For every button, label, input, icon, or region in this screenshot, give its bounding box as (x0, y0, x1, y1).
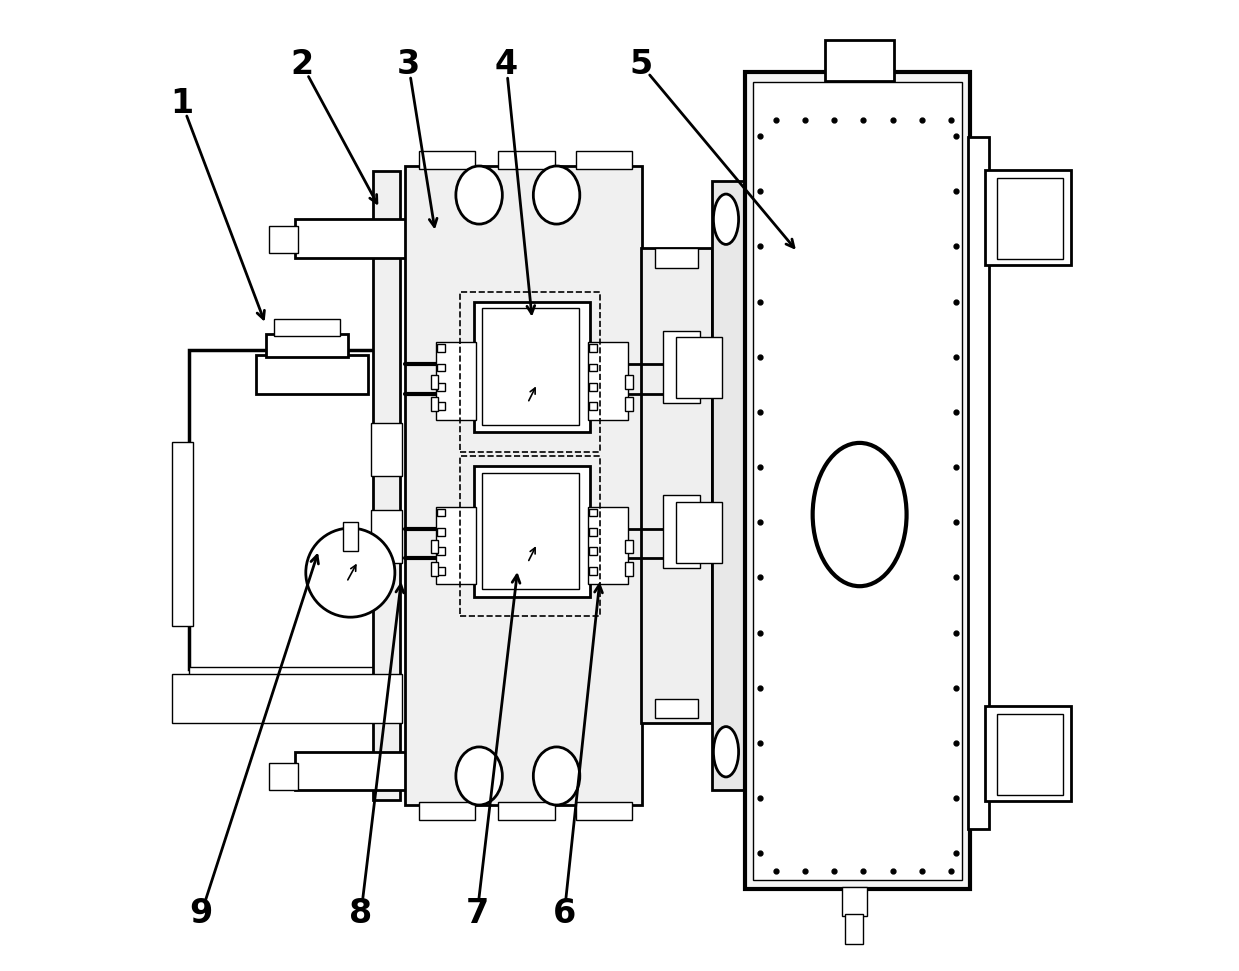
Bar (576, 151, 632, 169)
Bar (590, 383, 597, 390)
Bar (498, 802, 555, 820)
Bar (482, 309, 579, 424)
Bar (256, 354, 368, 393)
Bar (437, 402, 445, 410)
Bar (370, 422, 401, 476)
Bar (405, 166, 642, 805)
Bar (269, 226, 299, 253)
Ellipse shape (533, 166, 580, 224)
Bar (626, 397, 633, 411)
Text: 8: 8 (349, 897, 373, 930)
Bar (269, 763, 299, 790)
Bar (274, 318, 339, 336)
Bar (985, 170, 1070, 265)
Bar (590, 548, 597, 555)
Bar (437, 567, 445, 575)
Text: 7: 7 (466, 897, 489, 930)
Bar (475, 466, 591, 597)
Bar (675, 337, 722, 398)
Bar (437, 528, 445, 536)
Bar (419, 802, 476, 820)
Ellipse shape (456, 747, 502, 805)
Bar (475, 302, 591, 432)
Bar (712, 181, 746, 790)
Circle shape (306, 528, 395, 618)
Bar (482, 473, 579, 589)
Text: 6: 6 (553, 897, 576, 930)
Bar (437, 363, 445, 371)
Bar (172, 442, 193, 626)
Bar (437, 344, 445, 352)
Bar (587, 342, 628, 419)
Text: 3: 3 (396, 48, 420, 81)
Bar (576, 802, 632, 820)
Bar (431, 397, 439, 411)
Bar (460, 292, 600, 452)
Bar (590, 344, 597, 352)
Bar (452, 226, 481, 253)
Bar (587, 507, 628, 585)
Bar (437, 509, 445, 517)
Bar (373, 171, 400, 800)
Text: 2: 2 (290, 48, 313, 81)
Bar (843, 887, 867, 917)
Text: 5: 5 (629, 48, 653, 81)
Bar (295, 752, 455, 790)
Bar (188, 666, 378, 684)
Bar (460, 456, 600, 617)
Bar (590, 567, 597, 575)
Ellipse shape (533, 747, 580, 805)
Bar (663, 495, 700, 568)
Bar (663, 330, 700, 403)
Bar (997, 714, 1063, 795)
Text: 9: 9 (190, 897, 213, 930)
Bar (590, 402, 597, 410)
Bar (370, 510, 401, 563)
Text: 4: 4 (494, 48, 518, 81)
Bar (590, 363, 597, 371)
Bar (655, 249, 698, 268)
Ellipse shape (456, 166, 502, 224)
Bar (431, 540, 439, 553)
Bar (437, 548, 445, 555)
Bar (343, 522, 358, 552)
Bar (997, 178, 1063, 259)
Bar (590, 528, 597, 536)
Bar (590, 509, 597, 517)
Bar (436, 507, 476, 585)
Bar (452, 763, 481, 790)
Bar (641, 249, 712, 722)
Bar (626, 375, 633, 388)
Bar (437, 383, 445, 390)
Ellipse shape (714, 194, 738, 245)
Bar (675, 502, 722, 563)
Bar (419, 151, 476, 169)
Bar (655, 698, 698, 718)
Bar (266, 334, 348, 356)
Ellipse shape (714, 726, 738, 777)
Bar (431, 375, 439, 388)
Bar (295, 219, 455, 258)
Bar (968, 137, 990, 829)
Bar (626, 540, 633, 553)
Bar (746, 72, 970, 889)
Ellipse shape (813, 443, 907, 586)
Bar (626, 562, 633, 576)
Bar (753, 82, 963, 880)
Text: 1: 1 (170, 86, 193, 119)
Bar (172, 674, 401, 722)
Bar (498, 151, 555, 169)
Bar (845, 915, 862, 945)
Bar (431, 562, 439, 576)
Bar (825, 40, 895, 81)
Bar (985, 706, 1070, 801)
Bar (188, 350, 378, 669)
Bar (436, 342, 476, 419)
